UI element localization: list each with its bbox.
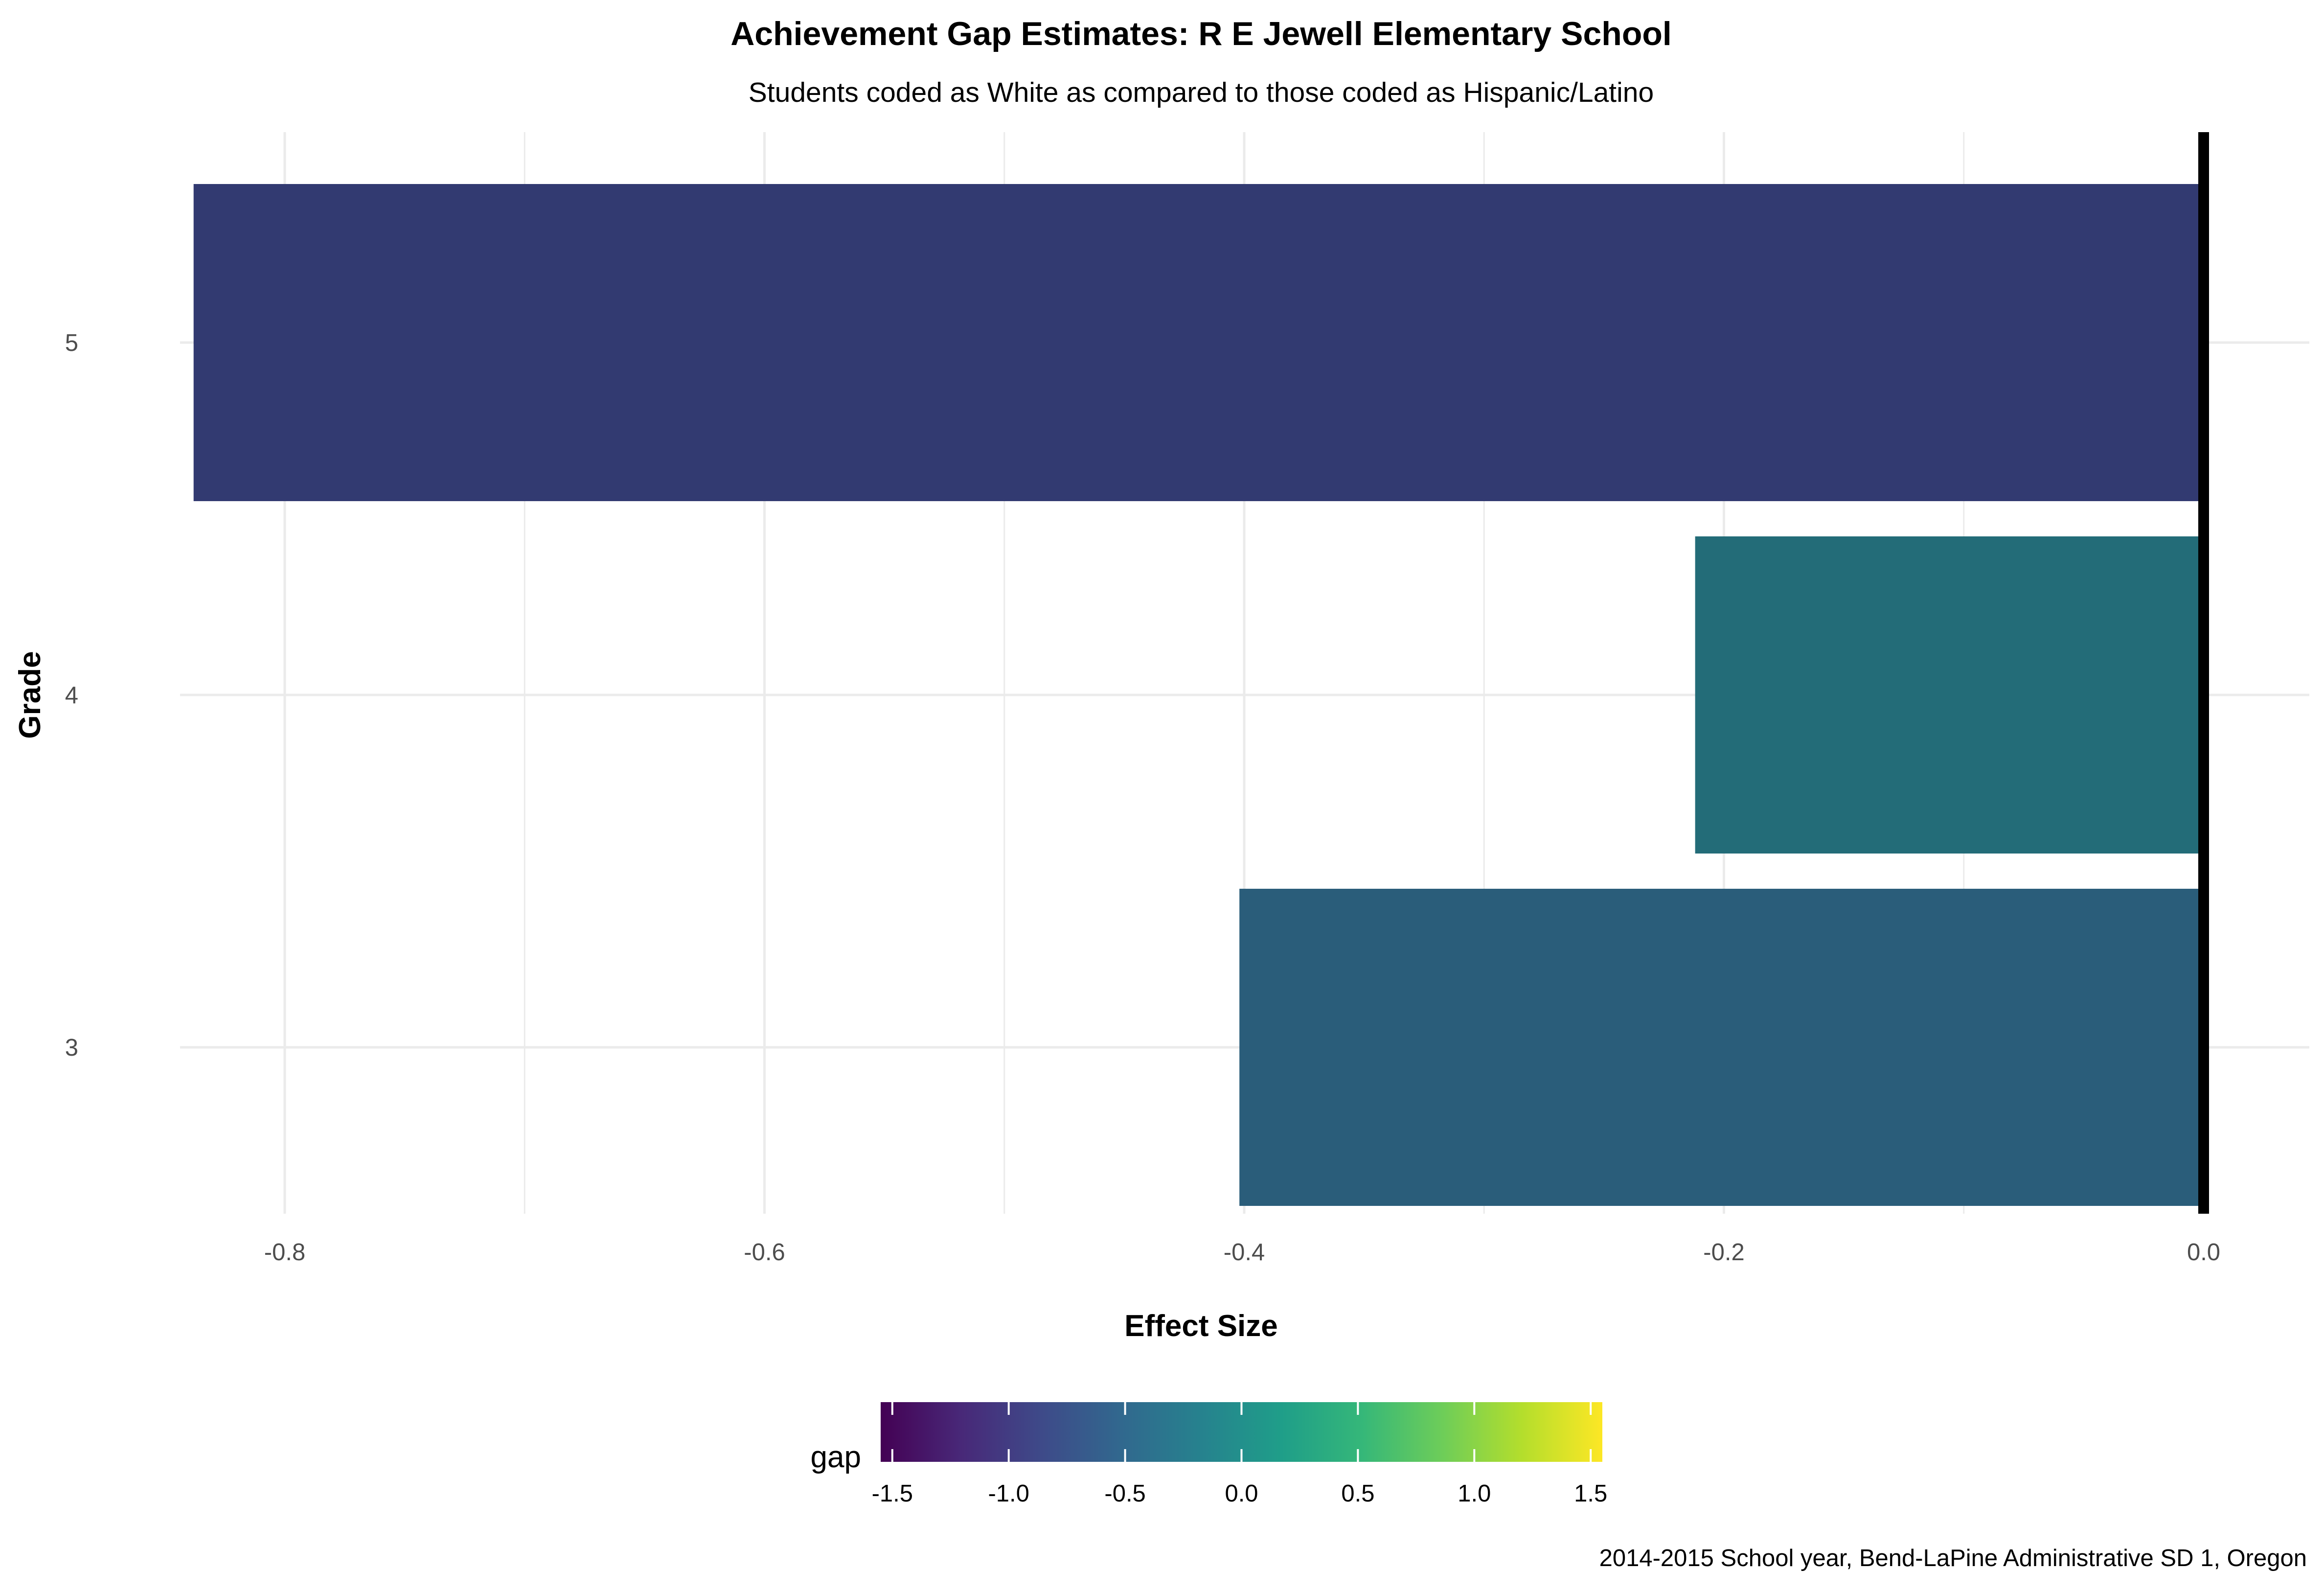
x-tick-label: -0.6 [744, 1239, 785, 1266]
x-tick-label: -0.2 [1703, 1239, 1744, 1266]
y-axis-ticks: 3 4 5 [65, 330, 78, 1061]
legend-tick-label: 1.0 [1458, 1480, 1491, 1507]
y-tick-label: 4 [65, 682, 78, 709]
legend-tick-label: 1.5 [1574, 1480, 1607, 1507]
bar-grade-3 [1239, 889, 2204, 1206]
chart-subtitle: Students coded as White as compared to t… [749, 77, 1654, 108]
bar-grade-4 [1695, 536, 2204, 854]
legend-ticks: -1.5 -1.0 -0.5 0.0 0.5 1.0 1.5 [872, 1402, 1607, 1507]
bar-grade-5 [193, 184, 2204, 501]
x-axis-ticks: -0.8 -0.6 -0.4 -0.2 0.0 [264, 1239, 2220, 1266]
legend-tick-label: -1.0 [988, 1480, 1029, 1507]
bars [193, 184, 2204, 1206]
legend-tick-label: 0.0 [1225, 1480, 1258, 1507]
x-tick-label: -0.4 [1224, 1239, 1265, 1266]
color-legend: gap -1.5 -1.0 -0.5 0.0 0.5 1.0 1.5 [811, 1402, 1607, 1507]
legend-tick-label: -0.5 [1104, 1480, 1145, 1507]
x-tick-label: -0.8 [264, 1239, 305, 1266]
y-axis-title: Grade [13, 651, 47, 739]
chart-title: Achievement Gap Estimates: R E Jewell El… [730, 15, 1672, 52]
chart-caption: 2014-2015 School year, Bend-LaPine Admin… [1599, 1545, 2307, 1571]
legend-title: gap [811, 1440, 861, 1474]
y-tick-label: 3 [65, 1035, 78, 1061]
legend-tick-label: -1.5 [872, 1480, 913, 1507]
legend-tick-label: 0.5 [1341, 1480, 1374, 1507]
x-tick-label: 0.0 [2187, 1239, 2220, 1266]
y-tick-label: 5 [65, 330, 78, 356]
x-axis-title: Effect Size [1124, 1309, 1278, 1343]
